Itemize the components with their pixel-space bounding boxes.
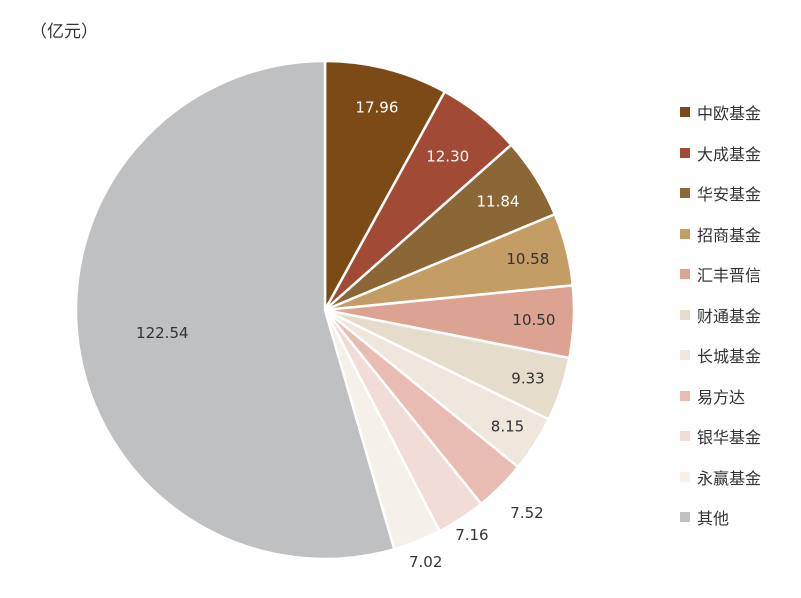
slice-value-label: 122.54 (136, 324, 189, 342)
legend-item: 大成基金 (680, 133, 761, 174)
pie-slice-1 (323, 59, 447, 312)
legend-label: 汇丰晋信 (697, 266, 762, 286)
slice-value-label: 9.33 (511, 369, 544, 387)
slice-value-label: 10.58 (506, 250, 549, 268)
legend-label: 长城基金 (697, 347, 762, 367)
legend-label: 易方达 (697, 387, 746, 407)
legend-item: 华安基金 (680, 173, 761, 214)
slice-value-label: 7.52 (510, 504, 543, 522)
legend-label: 财通基金 (697, 306, 762, 326)
legend-label: 中欧基金 (697, 104, 762, 124)
legend-swatch (680, 188, 690, 199)
legend-item: 其他 (680, 497, 761, 538)
legend-swatch (680, 147, 690, 158)
legend-swatch (680, 269, 690, 280)
legend-label: 永赢基金 (697, 468, 762, 488)
legend-item: 财通基金 (680, 295, 761, 336)
legend-label: 招商基金 (697, 225, 762, 245)
legend-label: 银华基金 (697, 428, 762, 448)
pie-data-labels: 17.96 12.30 11.84 10.58 10.50 9.33 8.15 7.52 7.1… (136, 98, 555, 571)
legend-item: 招商基金 (680, 214, 761, 255)
slice-value-label: 12.30 (426, 147, 469, 165)
legend-swatch (680, 512, 690, 523)
slice-value-label: 7.02 (409, 553, 442, 571)
legend-swatch (680, 228, 690, 239)
legend-item: 长城基金 (680, 335, 761, 376)
legend-item: 中欧基金 (680, 92, 761, 133)
slice-value-label: 10.50 (512, 311, 555, 329)
pie-slices (74, 59, 576, 561)
legend-item: 易方达 (680, 376, 761, 417)
legend-swatch (680, 309, 690, 320)
slice-value-label: 8.15 (491, 418, 524, 436)
legend-swatch (680, 471, 690, 482)
slice-value-label: 11.84 (477, 193, 520, 211)
legend-label: 华安基金 (697, 185, 762, 205)
legend-item: 银华基金 (680, 416, 761, 457)
legend-item: 汇丰晋信 (680, 254, 761, 295)
legend-swatch (680, 107, 690, 118)
legend-label: 大成基金 (697, 144, 762, 164)
legend: 中欧基金大成基金华安基金招商基金汇丰晋信财通基金长城基金易方达银华基金永赢基金其… (680, 92, 761, 538)
slice-value-label: 17.96 (355, 98, 398, 116)
pie-slice-11 (74, 59, 396, 561)
legend-label: 其他 (697, 509, 730, 529)
legend-swatch (680, 431, 690, 442)
legend-item: 永赢基金 (680, 457, 761, 498)
legend-swatch (680, 390, 690, 401)
legend-swatch (680, 350, 690, 361)
slice-value-label: 7.16 (455, 526, 488, 544)
unit-label: （亿元） (30, 22, 98, 42)
